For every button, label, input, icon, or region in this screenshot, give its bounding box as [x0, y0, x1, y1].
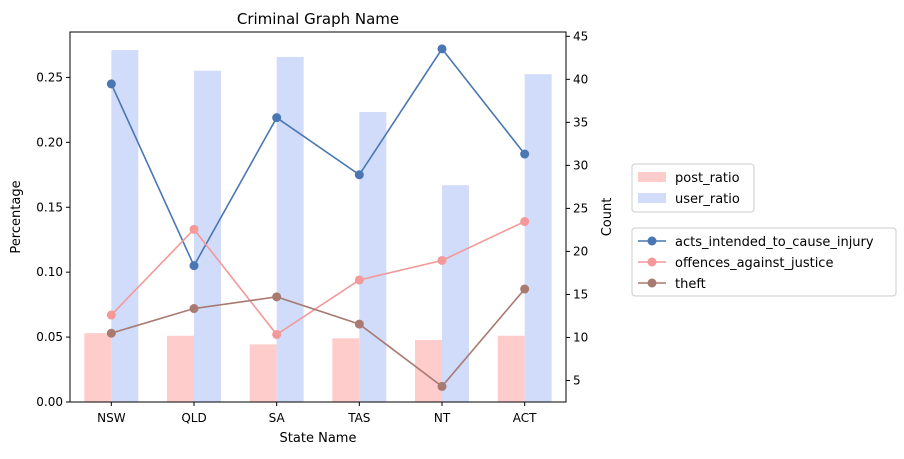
point-theft-ACT [520, 284, 530, 294]
point-acts_intended_to_cause_injury-QLD [189, 261, 199, 271]
legend-label-post_ratio: post_ratio [675, 171, 740, 186]
point-theft-QLD [189, 304, 199, 314]
right-tick-label: 10 [573, 330, 588, 344]
point-theft-NT [437, 381, 447, 391]
bar-user_ratio-NSW [111, 50, 139, 403]
left-tick-label: 0.00 [36, 395, 63, 409]
bar-user_ratio-TAS [359, 112, 387, 402]
bars-layer [84, 50, 552, 403]
point-theft-SA [272, 292, 282, 302]
point-acts_intended_to_cause_injury-TAS [354, 170, 364, 180]
right-tick-label: 20 [573, 244, 588, 258]
right-tick-label: 45 [573, 29, 588, 43]
bar-post_ratio-SA [249, 344, 277, 402]
bar-post_ratio-NT [415, 340, 442, 402]
right-tick-label: 30 [573, 158, 588, 172]
left-tick-label: 0.15 [36, 200, 63, 214]
right-tick-label: 35 [573, 115, 588, 129]
bar-post_ratio-QLD [167, 335, 194, 402]
x-axis: NSW QLD SA TAS NT ACT [97, 402, 537, 425]
point-offences_against_justice-ACT [520, 217, 530, 227]
x-tick-label: QLD [181, 411, 206, 425]
point-offences_against_justice-TAS [354, 275, 364, 285]
x-tick-label: NT [434, 411, 451, 425]
line-offences_against_justice [110, 220, 526, 336]
left-tick-label: 0.20 [36, 135, 63, 149]
legend-lines: acts_intended_to_cause_injury offences_ag… [631, 227, 897, 297]
left-tick-label: 0.05 [36, 330, 63, 344]
legend-marker-theft [647, 278, 657, 288]
legend-label-theft: theft [675, 277, 706, 292]
right-axis-label: Count [600, 198, 615, 237]
bar-post_ratio-NSW [84, 333, 112, 402]
lines-layer [106, 44, 530, 391]
point-offences_against_justice-NT [437, 255, 447, 265]
point-offences_against_justice-QLD [189, 224, 199, 234]
line-theft [111, 288, 526, 388]
bar-user_ratio-QLD [194, 70, 221, 402]
point-acts_intended_to_cause_injury-ACT [520, 149, 530, 159]
legend-swatch-post_ratio [638, 172, 666, 182]
legend-label-acts_intended_to_cause_injury: acts_intended_to_cause_injury [675, 235, 874, 250]
x-tick-label: TAS [347, 411, 370, 425]
x-axis-label: State Name [280, 431, 357, 446]
right-tick-label: 40 [573, 72, 588, 86]
x-tick-label: NSW [97, 411, 126, 425]
point-acts_intended_to_cause_injury-NT [437, 44, 447, 54]
point-acts_intended_to_cause_injury-NSW [106, 79, 116, 89]
bar-post_ratio-TAS [332, 338, 360, 402]
x-tick-label: SA [269, 411, 286, 425]
right-tick-label: 25 [573, 201, 588, 215]
right-axis: 5 10 15 20 25 30 35 40 45 [566, 29, 588, 387]
bar-user_ratio-SA [276, 56, 304, 402]
legend-marker-acts_intended_to_cause_injury [647, 236, 657, 246]
point-offences_against_justice-NSW [106, 310, 116, 320]
point-acts_intended_to_cause_injury-SA [272, 113, 282, 123]
legend-lines-frame [631, 227, 897, 297]
legend-label-offences_against_justice: offences_against_justice [675, 256, 833, 271]
legend-label-user_ratio: user_ratio [675, 192, 740, 207]
plot-frame [69, 31, 567, 403]
point-offences_against_justice-SA [272, 329, 282, 339]
x-tick-label: ACT [513, 411, 537, 425]
left-axis: 0.00 0.05 0.10 0.15 0.20 0.25 [36, 70, 70, 409]
left-axis-label: Percentage [9, 180, 24, 253]
bar-post_ratio-ACT [497, 335, 525, 402]
point-theft-NSW [106, 328, 116, 338]
point-theft-TAS [354, 319, 364, 329]
line-acts_intended_to_cause_injury [110, 47, 526, 268]
left-tick-label: 0.25 [36, 70, 63, 84]
legend-marker-offences_against_justice [647, 257, 657, 267]
chart-title: Criminal Graph Name [237, 10, 399, 28]
legend-bars: post_ratio user_ratio [631, 163, 755, 213]
right-tick-label: 15 [573, 287, 588, 301]
bar-user_ratio-ACT [524, 74, 552, 403]
legend-swatch-user_ratio [638, 193, 666, 203]
right-tick-label: 5 [573, 373, 581, 387]
left-tick-label: 0.10 [36, 265, 63, 279]
bar-user_ratio-NT [442, 185, 469, 402]
